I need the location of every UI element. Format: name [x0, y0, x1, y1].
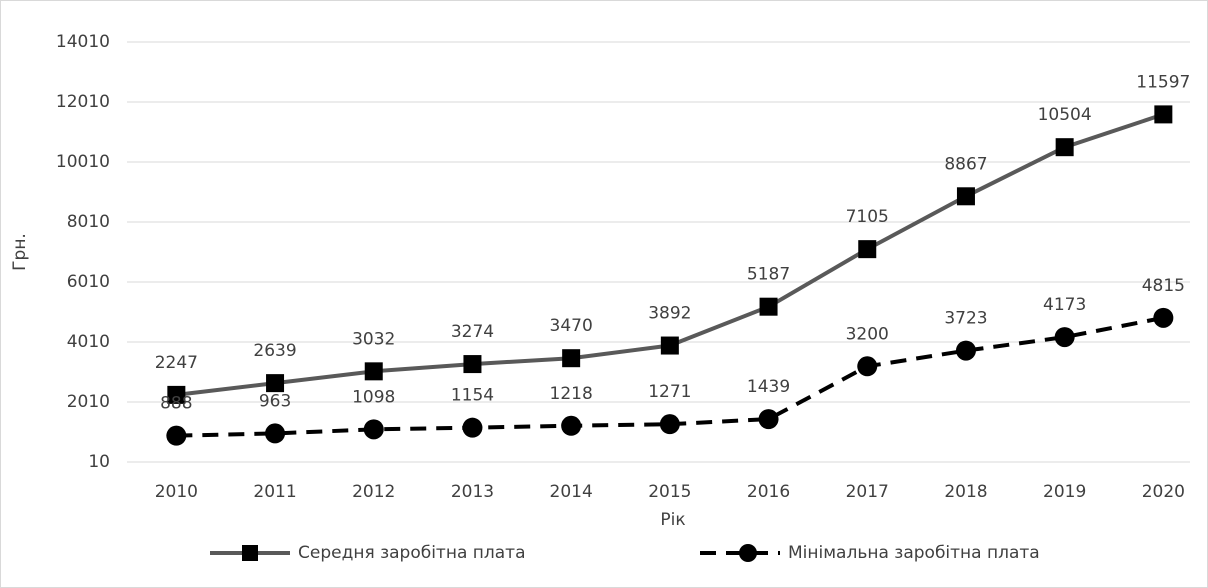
x-tick-label: 2016	[747, 482, 790, 502]
y-axis-label: Грн.	[10, 233, 30, 271]
legend-label: Середня заробітна плата	[298, 543, 526, 563]
x-tick-label: 2014	[550, 482, 593, 502]
data-label: 3723	[944, 309, 987, 329]
x-tick-label: 2020	[1142, 482, 1185, 502]
data-label: 3892	[648, 304, 691, 324]
data-label: 4173	[1043, 295, 1086, 315]
point-marker	[561, 415, 582, 436]
data-label: 1218	[550, 384, 593, 404]
data-label: 8867	[944, 154, 987, 174]
point-marker	[759, 297, 778, 316]
y-tick-label: 8010	[67, 212, 110, 232]
y-tick-label: 4010	[67, 332, 110, 352]
x-tick-label: 2018	[944, 482, 987, 502]
data-label: 1154	[451, 386, 494, 406]
legend-marker	[739, 544, 757, 562]
point-marker	[562, 349, 581, 368]
data-label: 10504	[1038, 105, 1092, 125]
point-marker	[1054, 327, 1075, 348]
y-tick-label: 10010	[56, 152, 110, 172]
point-marker	[857, 356, 878, 377]
data-label: 3470	[550, 316, 593, 336]
point-marker	[956, 187, 975, 206]
x-tick-label: 2012	[352, 482, 395, 502]
point-marker	[166, 425, 187, 446]
y-tick-label: 14010	[56, 32, 110, 52]
data-label: 3274	[451, 322, 494, 342]
data-label: 2247	[155, 353, 198, 373]
point-marker	[167, 385, 186, 404]
x-tick-label: 2019	[1043, 482, 1086, 502]
data-label: 3032	[352, 329, 395, 349]
data-label: 5187	[747, 265, 790, 285]
series-line	[176, 315, 1164, 438]
point-marker	[1154, 105, 1173, 124]
point-marker	[858, 240, 877, 259]
y-tick-label: 6010	[67, 272, 110, 292]
point-marker	[1153, 307, 1174, 328]
x-tick-label: 2010	[155, 482, 198, 502]
x-tick-label: 2017	[846, 482, 889, 502]
point-marker	[363, 419, 384, 440]
data-label: 1098	[352, 387, 395, 407]
data-label: 888	[160, 394, 192, 414]
x-axis-label: Рік	[660, 510, 685, 530]
legend-label: Мінімальна заробітна плата	[788, 543, 1040, 563]
point-marker	[364, 362, 383, 381]
point-marker	[463, 355, 482, 374]
y-tick-label: 10	[88, 452, 110, 472]
point-marker	[955, 340, 976, 361]
data-label: 1271	[648, 382, 691, 402]
data-label: 4815	[1142, 276, 1185, 296]
point-marker	[266, 374, 285, 393]
y-tick-label: 12010	[56, 92, 110, 112]
data-label: 963	[259, 391, 291, 411]
x-tick-label: 2015	[648, 482, 691, 502]
point-marker	[1055, 138, 1074, 157]
point-marker	[758, 409, 779, 430]
x-tick-label: 2011	[253, 482, 296, 502]
point-marker	[265, 423, 286, 444]
point-marker	[462, 417, 483, 438]
point-marker	[659, 414, 680, 435]
point-marker	[660, 336, 679, 355]
data-label: 3200	[846, 324, 889, 344]
legend-marker	[242, 545, 258, 561]
data-label: 1439	[747, 377, 790, 397]
data-label: 7105	[846, 207, 889, 227]
y-tick-label: 2010	[67, 392, 110, 412]
data-label: 2639	[253, 341, 296, 361]
data-label: 11597	[1136, 72, 1190, 92]
x-tick-label: 2013	[451, 482, 494, 502]
